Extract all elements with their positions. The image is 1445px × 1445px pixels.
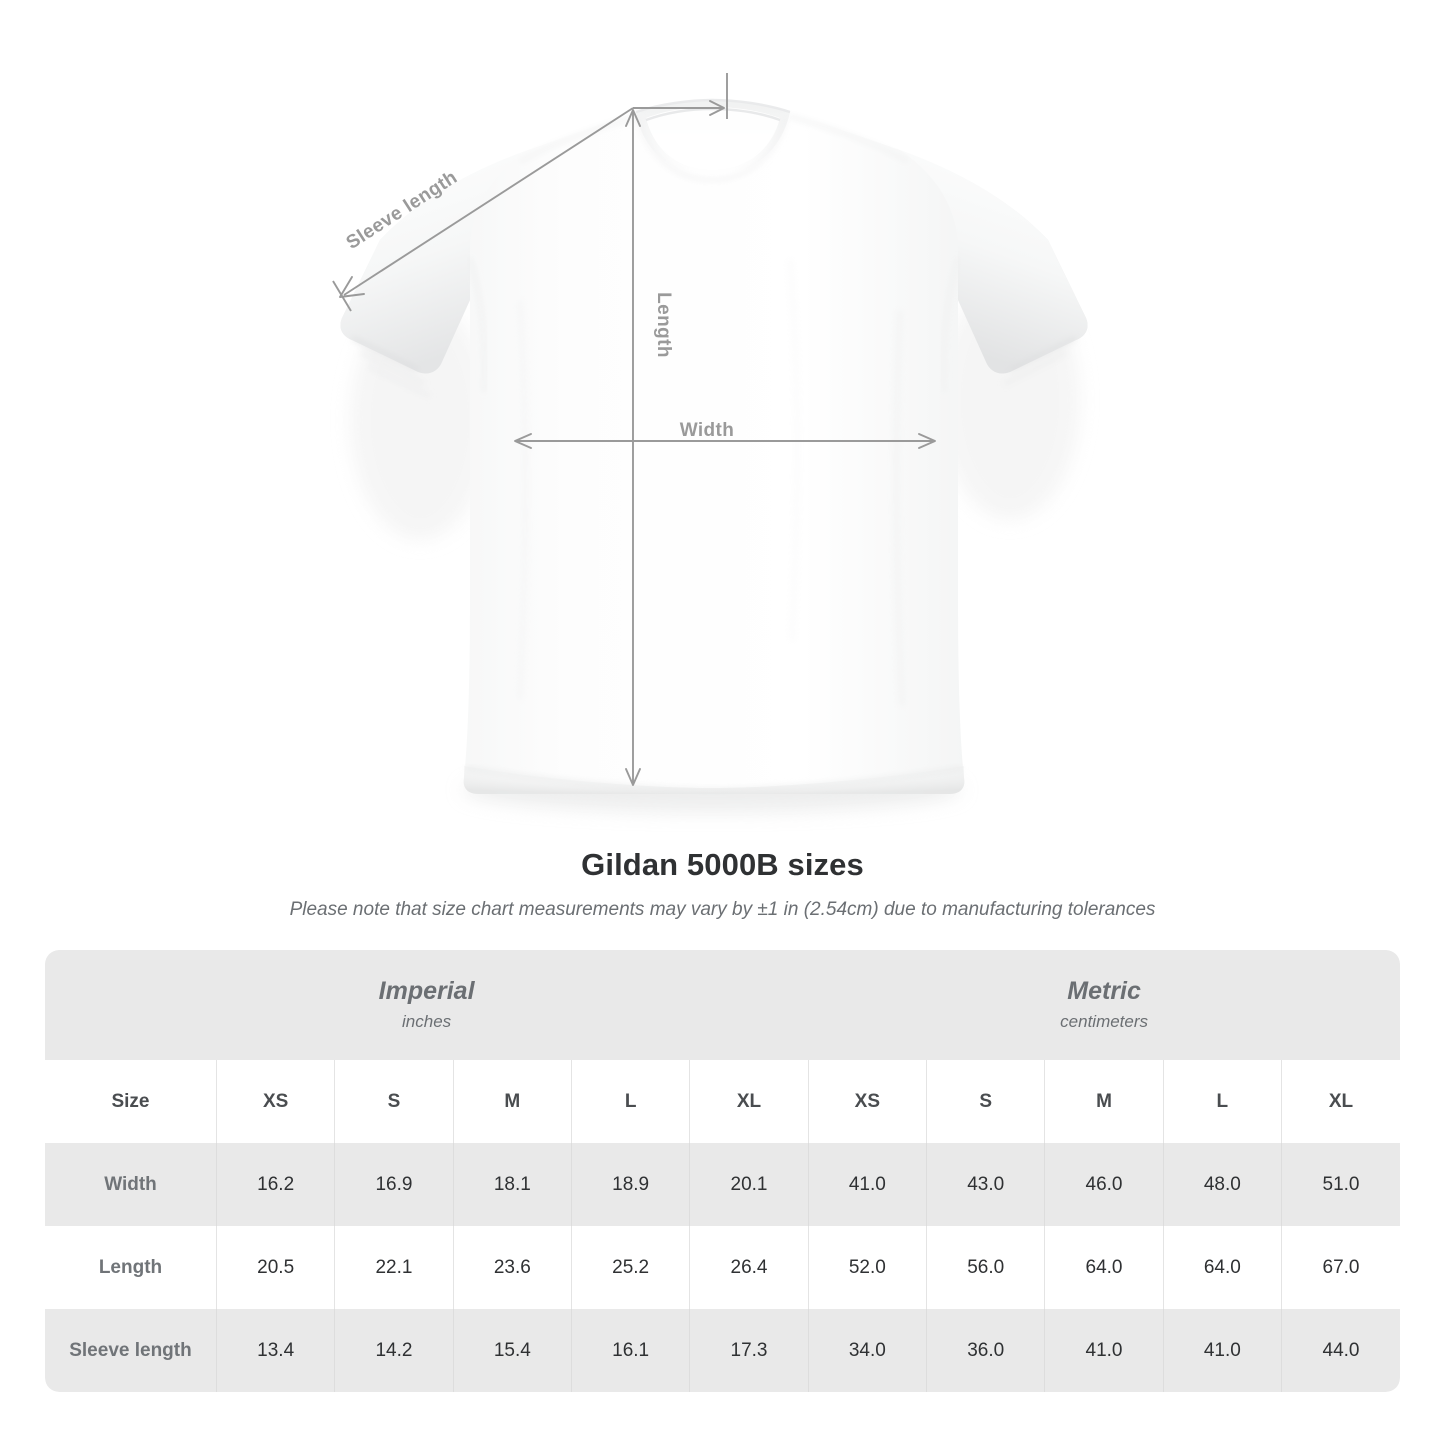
row-label-width: Width [45, 1143, 217, 1226]
cell-length-imperial-s: 22.1 [334, 1226, 454, 1309]
cell-sleeve-imperial-m: 15.4 [453, 1309, 572, 1392]
row-label-sleeve-length: Sleeve length [45, 1309, 217, 1392]
cell-sleeve-imperial-l: 16.1 [571, 1309, 691, 1392]
row-label-length: Length [45, 1226, 217, 1309]
cell-length-imperial-l: 25.2 [571, 1226, 691, 1309]
cell-sleeve-imperial-s: 14.2 [334, 1309, 454, 1392]
right-sleeve-cuff [1003, 336, 1077, 386]
unit-group-imperial-name: Imperial [378, 977, 475, 1005]
column-header-metric-l: L [1163, 1060, 1283, 1143]
column-header-imperial-m: M [453, 1060, 572, 1143]
unit-group-metric-sub: centimeters [1060, 1012, 1149, 1031]
unit-group-imperial: Imperial inches [45, 950, 809, 1060]
unit-group-metric-name: Metric [1067, 977, 1141, 1005]
size-chart-table: Imperial inches Metric centimeters Size … [45, 950, 1400, 1392]
table-row: Width 16.2 16.9 18.1 18.9 20.1 41.0 43.0… [45, 1143, 1400, 1226]
tolerance-note: Please note that size chart measurements… [289, 899, 1156, 920]
cell-length-metric-m: 64.0 [1044, 1226, 1164, 1309]
column-header-imperial-xl: XL [689, 1060, 809, 1143]
cell-sleeve-metric-m: 41.0 [1044, 1309, 1164, 1392]
cell-length-metric-xl: 67.0 [1322, 1256, 1360, 1278]
cell-sleeve-metric-s: 36.0 [926, 1309, 1046, 1392]
column-header-imperial-s: S [334, 1060, 454, 1143]
width-label: Width [680, 420, 735, 441]
dimension-lines [332, 73, 936, 786]
unit-group-header-row: Imperial inches Metric centimeters [45, 950, 1400, 1060]
cell-sleeve-imperial-xl: 17.3 [689, 1309, 809, 1392]
cell-width-metric-m: 46.0 [1044, 1143, 1164, 1226]
cell-width-imperial-m: 18.1 [453, 1143, 572, 1226]
cell-width-imperial-l: 18.9 [571, 1143, 691, 1226]
table-row: Sleeve length 13.4 14.2 15.4 16.1 17.3 3… [45, 1309, 1400, 1392]
cell-sleeve-imperial-xs: 13.4 [216, 1309, 336, 1392]
title-block: Gildan 5000B sizes Please note that size… [0, 845, 1445, 923]
cell-width-imperial-xs: 16.2 [216, 1143, 336, 1226]
cell-length-imperial-xl: 26.4 [689, 1226, 809, 1309]
cell-length-imperial-m: 23.6 [453, 1226, 572, 1309]
cell-length-metric-xs: 52.0 [808, 1226, 928, 1309]
cell-sleeve-metric-xl: 44.0 [1322, 1339, 1360, 1361]
tshirt-diagram: Sleeve length Length Width [332, 73, 1088, 812]
cell-width-metric-xl: 51.0 [1322, 1173, 1360, 1195]
tshirt-body [340, 98, 1088, 794]
column-header-imperial-l: L [571, 1060, 691, 1143]
size-header-row: Size XS S M L XL XS S M L XL [45, 1060, 1400, 1143]
cell-width-imperial-xl: 20.1 [689, 1143, 809, 1226]
cell-length-imperial-xs: 20.5 [216, 1226, 336, 1309]
table-row: Length 20.5 22.1 23.6 25.2 26.4 52.0 56.… [45, 1226, 1400, 1309]
cell-width-metric-xs: 41.0 [808, 1143, 928, 1226]
column-header-metric-s: S [926, 1060, 1046, 1143]
length-label: Length [653, 292, 674, 358]
page-title: Gildan 5000B sizes [581, 847, 864, 882]
cell-sleeve-metric-xs: 34.0 [808, 1309, 928, 1392]
cell-width-imperial-s: 16.9 [334, 1143, 454, 1226]
unit-group-metric: Metric centimeters [808, 950, 1400, 1060]
column-header-metric-xl: XL [1328, 1090, 1354, 1112]
column-header-size: Size [45, 1060, 217, 1143]
cell-length-metric-s: 56.0 [926, 1226, 1046, 1309]
column-header-metric-m: M [1044, 1060, 1164, 1143]
cell-sleeve-metric-l: 41.0 [1163, 1309, 1283, 1392]
cell-width-metric-s: 43.0 [926, 1143, 1046, 1226]
cell-width-metric-l: 48.0 [1163, 1143, 1283, 1226]
left-sleeve-cuff [351, 336, 431, 398]
sleeve-length-line [343, 107, 634, 296]
column-header-metric-xs: XS [808, 1060, 928, 1143]
cell-length-metric-l: 64.0 [1163, 1226, 1283, 1309]
unit-group-imperial-sub: inches [402, 1012, 452, 1031]
column-header-imperial-xs: XS [216, 1060, 336, 1143]
